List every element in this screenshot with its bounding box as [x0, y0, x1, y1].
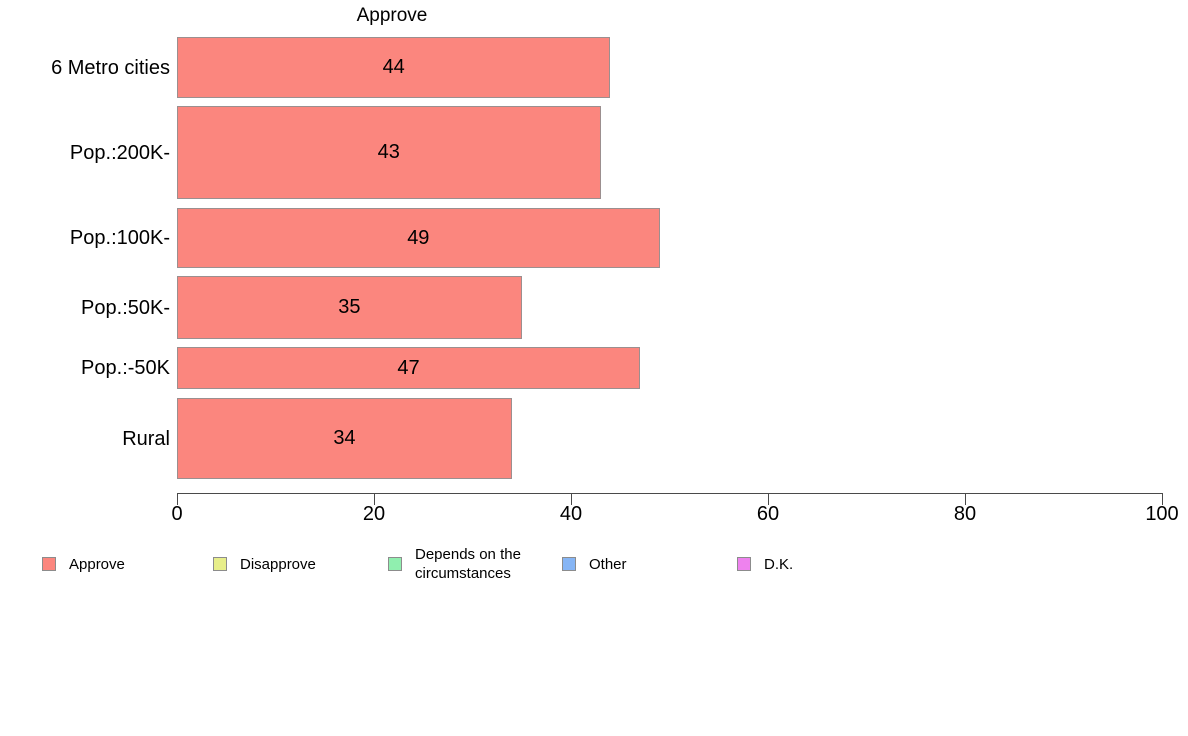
legend-item-label: Depends on the circumstances [415, 546, 521, 582]
category-label: 6 Metro cities [51, 56, 170, 79]
x-axis-tick [571, 493, 572, 505]
bar-value-label: 35 [338, 296, 361, 318]
legend-item-label: Other [589, 555, 627, 573]
category-label: Rural [122, 427, 170, 450]
legend-swatch-icon [213, 557, 227, 571]
legend-item: Depends on the circumstances [388, 545, 535, 583]
bar-value-label: 43 [377, 141, 400, 163]
x-axis-tick-label: 20 [362, 503, 386, 525]
x-axis-tick [177, 493, 178, 505]
bar: 44 [177, 37, 611, 98]
category-label: Pop.:-50K [81, 357, 170, 379]
bar: 49 [177, 208, 660, 268]
bar: 35 [177, 276, 522, 339]
legend-swatch-icon [42, 557, 56, 571]
x-axis-tick [768, 493, 769, 505]
x-axis-tick-label: 40 [559, 503, 583, 525]
legend-item-label: Disapprove [240, 555, 316, 573]
bar-value-label: 47 [397, 356, 420, 379]
legend-item: Disapprove [213, 545, 316, 583]
x-axis-tick-label: 80 [953, 503, 977, 525]
legend-item: Other [562, 545, 627, 583]
x-axis-tick [374, 493, 375, 505]
category-label: Pop.:50K- [81, 296, 170, 319]
x-axis-tick-label: 100 [1145, 503, 1179, 525]
x-axis-tick [965, 493, 966, 505]
chart-title: Approve [356, 5, 428, 26]
category-label: Pop.:200K- [69, 141, 170, 164]
legend-item: Approve [42, 545, 125, 583]
bar-value-label: 44 [382, 56, 405, 78]
x-axis-line [177, 493, 1162, 494]
legend-item: D.K. [737, 545, 793, 583]
bar: 34 [177, 398, 512, 479]
x-axis-tick [1162, 493, 1163, 505]
bar: 43 [177, 106, 601, 199]
x-axis-tick-label: 0 [171, 503, 183, 525]
legend-item-label: Approve [69, 555, 125, 573]
legend-swatch-icon [562, 557, 576, 571]
legend-swatch-icon [737, 557, 751, 571]
x-axis-tick-label: 60 [756, 503, 780, 525]
category-label: Pop.:100K- [69, 227, 170, 249]
bar-value-label: 34 [333, 427, 356, 449]
legend-swatch-icon [388, 557, 402, 571]
legend-item-label: D.K. [764, 555, 794, 573]
bar: 47 [177, 347, 640, 389]
bar-value-label: 49 [407, 226, 430, 249]
